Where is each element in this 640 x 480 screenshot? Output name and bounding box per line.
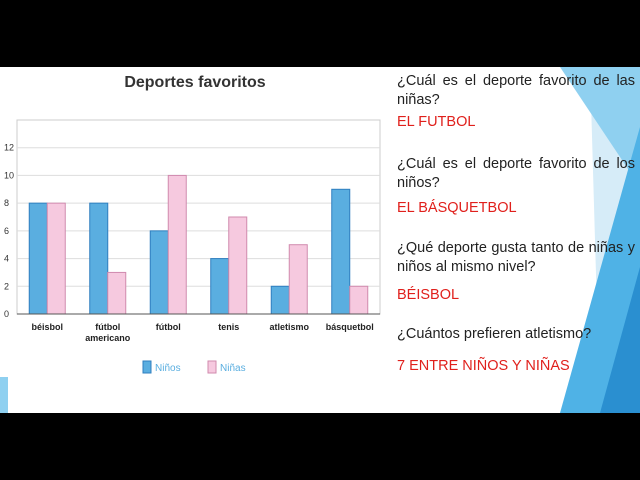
y-tick-label: 8: [4, 198, 9, 208]
y-tick-label: 0: [4, 309, 9, 319]
x-tick-label: fútbol: [155, 322, 181, 332]
x-tick-label: tenis: [218, 322, 240, 332]
bar: [331, 188, 351, 315]
decoration: [0, 67, 640, 413]
bar: [228, 216, 248, 315]
plot-area: [16, 119, 381, 315]
question: ¿Cuántos prefieren atletismo?: [397, 326, 592, 342]
answer: EL FUTBOL: [397, 114, 476, 130]
bar: [210, 258, 230, 315]
legend-label: Niñas: [220, 363, 246, 374]
question: ¿Qué deporte gusta tanto de niñas y niño…: [397, 240, 635, 275]
slide: Deportes favoritos 0 2 4 6 8 10 12 Niños Niñas b…: [0, 67, 640, 413]
bar: [107, 271, 127, 315]
x-tick-label: fútbol americano: [85, 322, 131, 343]
y-tick-label: 2: [4, 281, 9, 291]
bar: [349, 285, 369, 315]
y-tick-label: 10: [4, 170, 14, 180]
y-tick-label: 6: [4, 226, 9, 236]
question: ¿Cuál es el deporte favorito de las niña…: [397, 73, 635, 108]
chart-title: Deportes favoritos: [124, 74, 265, 91]
y-tick-label: 4: [4, 254, 9, 264]
answer: EL BÁSQUETBOL: [397, 200, 517, 216]
answer: 7 ENTRE NIÑOS Y NIÑAS: [397, 358, 570, 374]
x-tick-label: béisbol: [31, 322, 63, 332]
question: ¿Cuál es el deporte favorito de los niño…: [397, 156, 635, 191]
legend-label: Niños: [155, 363, 181, 374]
x-tick-label: básquetbol: [325, 322, 374, 332]
bar: [167, 174, 187, 315]
bar: [89, 202, 109, 315]
legend-swatch: [142, 360, 152, 374]
bar: [149, 230, 169, 315]
bar: [28, 202, 48, 315]
x-tick-label: atletismo: [269, 322, 309, 332]
answer: BÉISBOL: [397, 287, 460, 303]
chart: Deportes favoritos 0 2 4 6 8 10 12 Niños Niñas: [4, 74, 381, 374]
bar: [288, 244, 308, 315]
bar: [46, 202, 66, 315]
legend-swatch: [207, 360, 217, 374]
bar: [270, 285, 290, 315]
y-tick-label: 12: [4, 143, 14, 153]
